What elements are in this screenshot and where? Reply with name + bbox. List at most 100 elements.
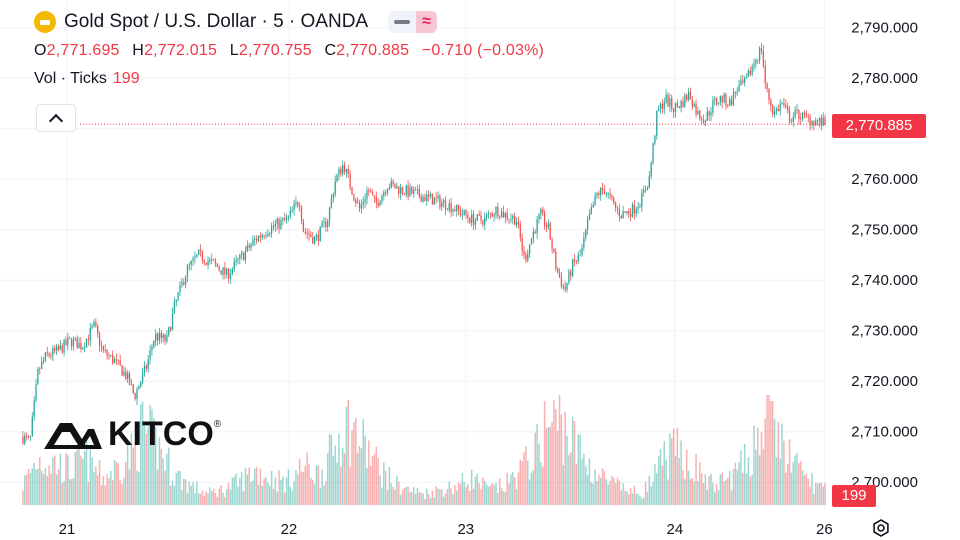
volume-bar — [687, 470, 690, 505]
y-tick-label: 2,750.000 — [851, 222, 918, 239]
candle — [628, 210, 630, 214]
volume-legend[interactable]: Vol · Ticks 199 — [34, 70, 544, 88]
volume-bar — [605, 479, 608, 505]
volume-bar — [345, 406, 348, 505]
candle — [772, 105, 774, 115]
candle — [104, 349, 106, 351]
volume-bar — [298, 458, 301, 505]
volume-bar — [267, 482, 269, 505]
volume-bar — [246, 474, 249, 505]
candle — [89, 327, 91, 341]
compare-icon[interactable]: ≈ — [416, 11, 437, 33]
candle — [577, 255, 579, 262]
candle — [379, 202, 381, 206]
volume-bar — [489, 485, 492, 505]
candle — [110, 354, 112, 356]
volume-bar — [463, 482, 465, 505]
volume-bar — [259, 468, 262, 505]
volume-bar — [555, 409, 557, 505]
volume-bar — [239, 477, 241, 505]
candle — [500, 211, 503, 218]
volume-bar — [678, 457, 680, 505]
candle — [184, 276, 187, 285]
volume-bar — [68, 479, 71, 505]
candle — [235, 259, 237, 262]
volume-bar — [478, 483, 480, 505]
indicator-toggle[interactable]: ≈ — [388, 11, 437, 33]
candle — [553, 248, 555, 252]
candle — [710, 112, 712, 116]
candle — [747, 70, 750, 77]
candle — [801, 112, 804, 119]
volume-bar — [46, 476, 48, 505]
candle — [757, 60, 759, 62]
candle — [588, 214, 591, 221]
volume-bar — [166, 453, 168, 505]
volume-bar — [263, 478, 265, 505]
candle — [744, 78, 746, 83]
candle — [123, 371, 125, 376]
candle — [762, 50, 765, 67]
candle — [461, 214, 463, 216]
candle — [788, 110, 791, 123]
volume-bar — [151, 408, 153, 505]
volume-bar — [63, 481, 65, 505]
volume-tag: 199 — [832, 485, 876, 507]
volume-bar — [629, 488, 632, 505]
y-tick-label: 2,780.000 — [851, 70, 918, 87]
candle — [798, 109, 800, 119]
candle — [751, 66, 753, 75]
volume-bar — [684, 479, 686, 505]
settings-icon[interactable] — [871, 518, 891, 538]
volume-bar — [822, 486, 824, 505]
volume-bar — [48, 465, 50, 505]
volume-bar — [212, 489, 215, 505]
volume-bar — [276, 491, 278, 505]
volume-bar — [227, 482, 230, 505]
candle — [469, 218, 471, 223]
volume-bar — [407, 486, 409, 505]
volume-bar — [160, 448, 163, 505]
volume-bar — [422, 493, 424, 505]
candle — [413, 190, 415, 194]
candle — [783, 103, 785, 105]
candle — [270, 226, 273, 234]
volume-bar — [248, 467, 250, 505]
candle — [330, 198, 333, 208]
volume-bar — [295, 470, 297, 505]
volume-bar — [384, 470, 387, 505]
candle — [557, 268, 559, 273]
volume-bar — [820, 483, 823, 505]
volume-bar — [355, 418, 357, 505]
candle — [777, 108, 779, 111]
volume-bar — [627, 494, 630, 505]
volume-bar — [469, 490, 471, 505]
candle — [510, 218, 512, 220]
candle — [26, 435, 28, 437]
volume-bar — [482, 477, 484, 505]
volume-bar — [59, 453, 62, 505]
candle — [465, 209, 467, 216]
candle — [603, 190, 606, 194]
candle — [454, 209, 456, 212]
candle — [538, 214, 540, 220]
volume-bar — [50, 473, 52, 505]
volume-bar — [590, 482, 593, 505]
volume-bar — [375, 446, 378, 505]
volume-bar — [437, 488, 439, 505]
candle — [399, 187, 402, 194]
candle — [205, 262, 207, 265]
volume-bar — [592, 483, 594, 505]
candle — [478, 214, 480, 216]
candle — [300, 206, 303, 221]
volume-bar — [734, 462, 737, 505]
candle — [362, 202, 364, 205]
collapse-legend-button[interactable] — [36, 104, 76, 132]
candle — [102, 346, 104, 350]
symbol-title[interactable]: Gold Spot / U.S. Dollar · 5 · OANDA — [64, 11, 369, 32]
volume-bar — [368, 440, 370, 505]
candle — [787, 106, 789, 111]
candle — [534, 231, 536, 234]
candle — [609, 192, 611, 196]
